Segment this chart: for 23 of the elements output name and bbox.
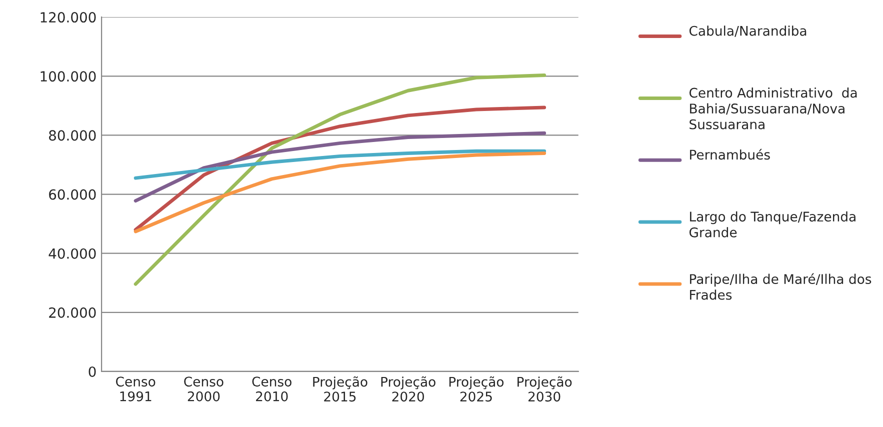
y-tick-label: 100.000 xyxy=(40,71,96,82)
y-tick-label: 60.000 xyxy=(49,189,96,200)
y-tick-label: 120.000 xyxy=(40,12,96,23)
x-tick-label: Projeção 2030 xyxy=(518,376,572,402)
legend-label: Cabula/Narandiba xyxy=(689,26,806,37)
y-tick-label: 80.000 xyxy=(49,130,96,141)
legend-label: Centro Administrativo da Bahia/Sussuarana/Nova Sussuarana xyxy=(689,88,857,130)
line-series xyxy=(134,74,546,286)
x-tick-label: Projeção 2020 xyxy=(381,376,436,402)
x-tick-label: Censo 2000 xyxy=(184,376,224,402)
legend-label: Largo do Tanque/Fazenda Grande xyxy=(689,211,856,238)
x-tick-label: Projeção 2025 xyxy=(449,376,504,402)
x-tick-label: Censo 2010 xyxy=(252,376,292,402)
line-series xyxy=(134,131,546,203)
y-tick-label: 20.000 xyxy=(49,307,96,318)
x-tick-label: Projeção 2015 xyxy=(313,376,368,402)
line-series xyxy=(134,149,546,180)
y-tick-label: 40.000 xyxy=(48,248,96,259)
legend-label: Pernambués xyxy=(690,148,770,160)
y-tick-label: 0 xyxy=(88,366,96,377)
legend-label: Paripe/Ilha de Maré/Ilha dos Frades xyxy=(690,273,872,300)
line-series xyxy=(134,152,546,234)
x-tick-label: Censo 1991 xyxy=(116,376,156,402)
